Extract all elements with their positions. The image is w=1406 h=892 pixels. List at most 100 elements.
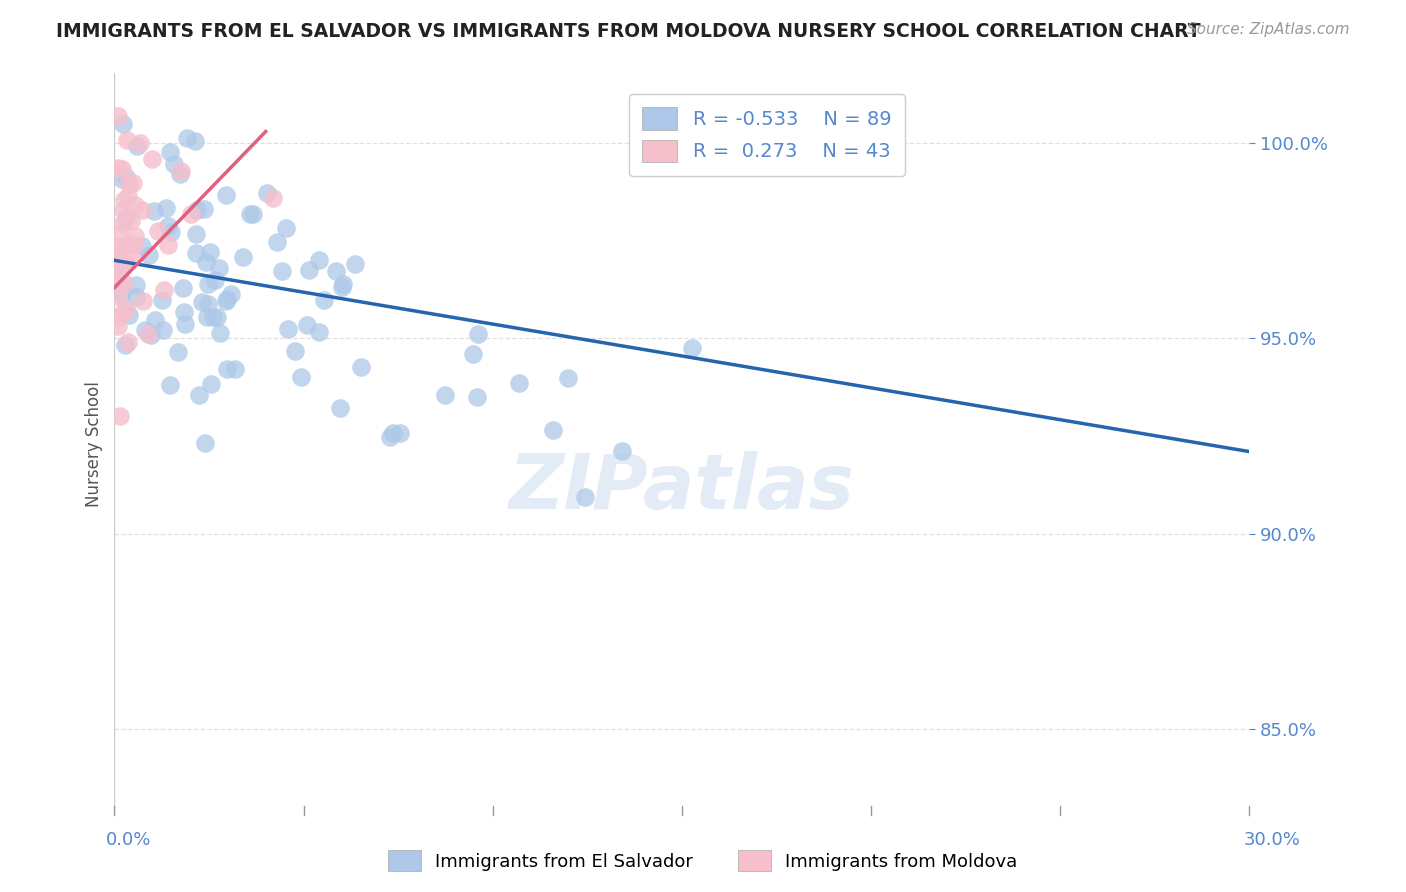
Point <box>111 216 134 230</box>
Point <box>200 376 222 391</box>
Point <box>266 235 288 250</box>
Point <box>378 430 401 444</box>
Point <box>169 167 191 181</box>
Point <box>208 326 231 341</box>
Point <box>208 260 231 275</box>
Point <box>160 225 183 239</box>
Point <box>270 263 292 277</box>
Point <box>129 136 152 150</box>
Point <box>184 134 207 148</box>
Point <box>169 164 191 178</box>
Point <box>159 145 181 159</box>
Point <box>114 211 136 225</box>
Point <box>115 302 138 317</box>
Point <box>388 425 411 440</box>
Point <box>112 277 135 291</box>
Point <box>433 388 456 402</box>
Point <box>180 206 202 220</box>
Point <box>543 423 565 437</box>
Point <box>197 277 219 292</box>
Point <box>232 250 254 264</box>
Point <box>465 390 488 404</box>
Text: ZIPatlas: ZIPatlas <box>509 451 855 525</box>
Point <box>298 262 321 277</box>
Point <box>284 344 307 359</box>
Point <box>262 191 284 205</box>
Point <box>167 344 190 359</box>
Point <box>197 297 219 311</box>
Point <box>107 161 129 175</box>
Point <box>163 157 186 171</box>
Point <box>204 273 226 287</box>
Point <box>350 359 373 374</box>
Point <box>138 248 160 262</box>
Point <box>308 253 330 268</box>
Point <box>242 207 264 221</box>
Point <box>215 293 238 308</box>
Point <box>174 317 197 331</box>
Point <box>111 202 134 217</box>
Point <box>461 347 484 361</box>
Point <box>295 318 318 333</box>
Point <box>290 370 312 384</box>
Point <box>124 198 146 212</box>
Point <box>610 443 633 458</box>
Point <box>131 202 153 217</box>
Point <box>139 327 162 342</box>
Point <box>111 287 134 301</box>
Point <box>107 252 129 267</box>
Point <box>329 401 352 416</box>
Point <box>215 292 238 306</box>
Point <box>108 244 131 258</box>
Point <box>187 387 209 401</box>
Point <box>111 161 134 176</box>
Text: Source: ZipAtlas.com: Source: ZipAtlas.com <box>1187 22 1350 37</box>
Point <box>215 362 238 376</box>
Point <box>107 263 129 277</box>
Point <box>184 227 207 241</box>
Point <box>117 189 139 203</box>
Point <box>194 255 217 269</box>
Point <box>107 318 129 333</box>
Point <box>276 221 298 235</box>
Point <box>118 308 141 322</box>
Point <box>681 342 703 356</box>
Point <box>193 202 215 216</box>
Point <box>117 335 139 350</box>
Point <box>557 371 579 385</box>
Point <box>124 228 146 243</box>
Text: IMMIGRANTS FROM EL SALVADOR VS IMMIGRANTS FROM MOLDOVA NURSERY SCHOOL CORRELATIO: IMMIGRANTS FROM EL SALVADOR VS IMMIGRANT… <box>56 22 1201 41</box>
Point <box>176 130 198 145</box>
Point <box>157 219 180 233</box>
Point <box>108 227 131 242</box>
Point <box>467 326 489 341</box>
Point <box>215 188 238 202</box>
Point <box>173 305 195 319</box>
Point <box>201 310 224 324</box>
Point <box>325 263 347 277</box>
Point <box>115 132 138 146</box>
Point <box>107 109 129 123</box>
Text: 30.0%: 30.0% <box>1244 831 1301 849</box>
Point <box>159 377 181 392</box>
Point <box>344 257 367 271</box>
Point <box>508 376 530 390</box>
Point <box>197 310 219 325</box>
Point <box>114 338 136 352</box>
Point <box>190 294 212 309</box>
Point <box>332 277 354 291</box>
Point <box>115 256 138 270</box>
Point <box>115 170 138 185</box>
Y-axis label: Nursery School: Nursery School <box>86 381 103 507</box>
Point <box>124 237 146 252</box>
Point <box>107 274 129 288</box>
Point <box>118 177 141 191</box>
Point <box>205 310 228 324</box>
Point <box>574 491 596 505</box>
Point <box>110 257 132 271</box>
Point <box>125 278 148 293</box>
Point <box>155 201 177 215</box>
Point <box>120 214 142 228</box>
Point <box>134 322 156 336</box>
Point <box>132 294 155 309</box>
